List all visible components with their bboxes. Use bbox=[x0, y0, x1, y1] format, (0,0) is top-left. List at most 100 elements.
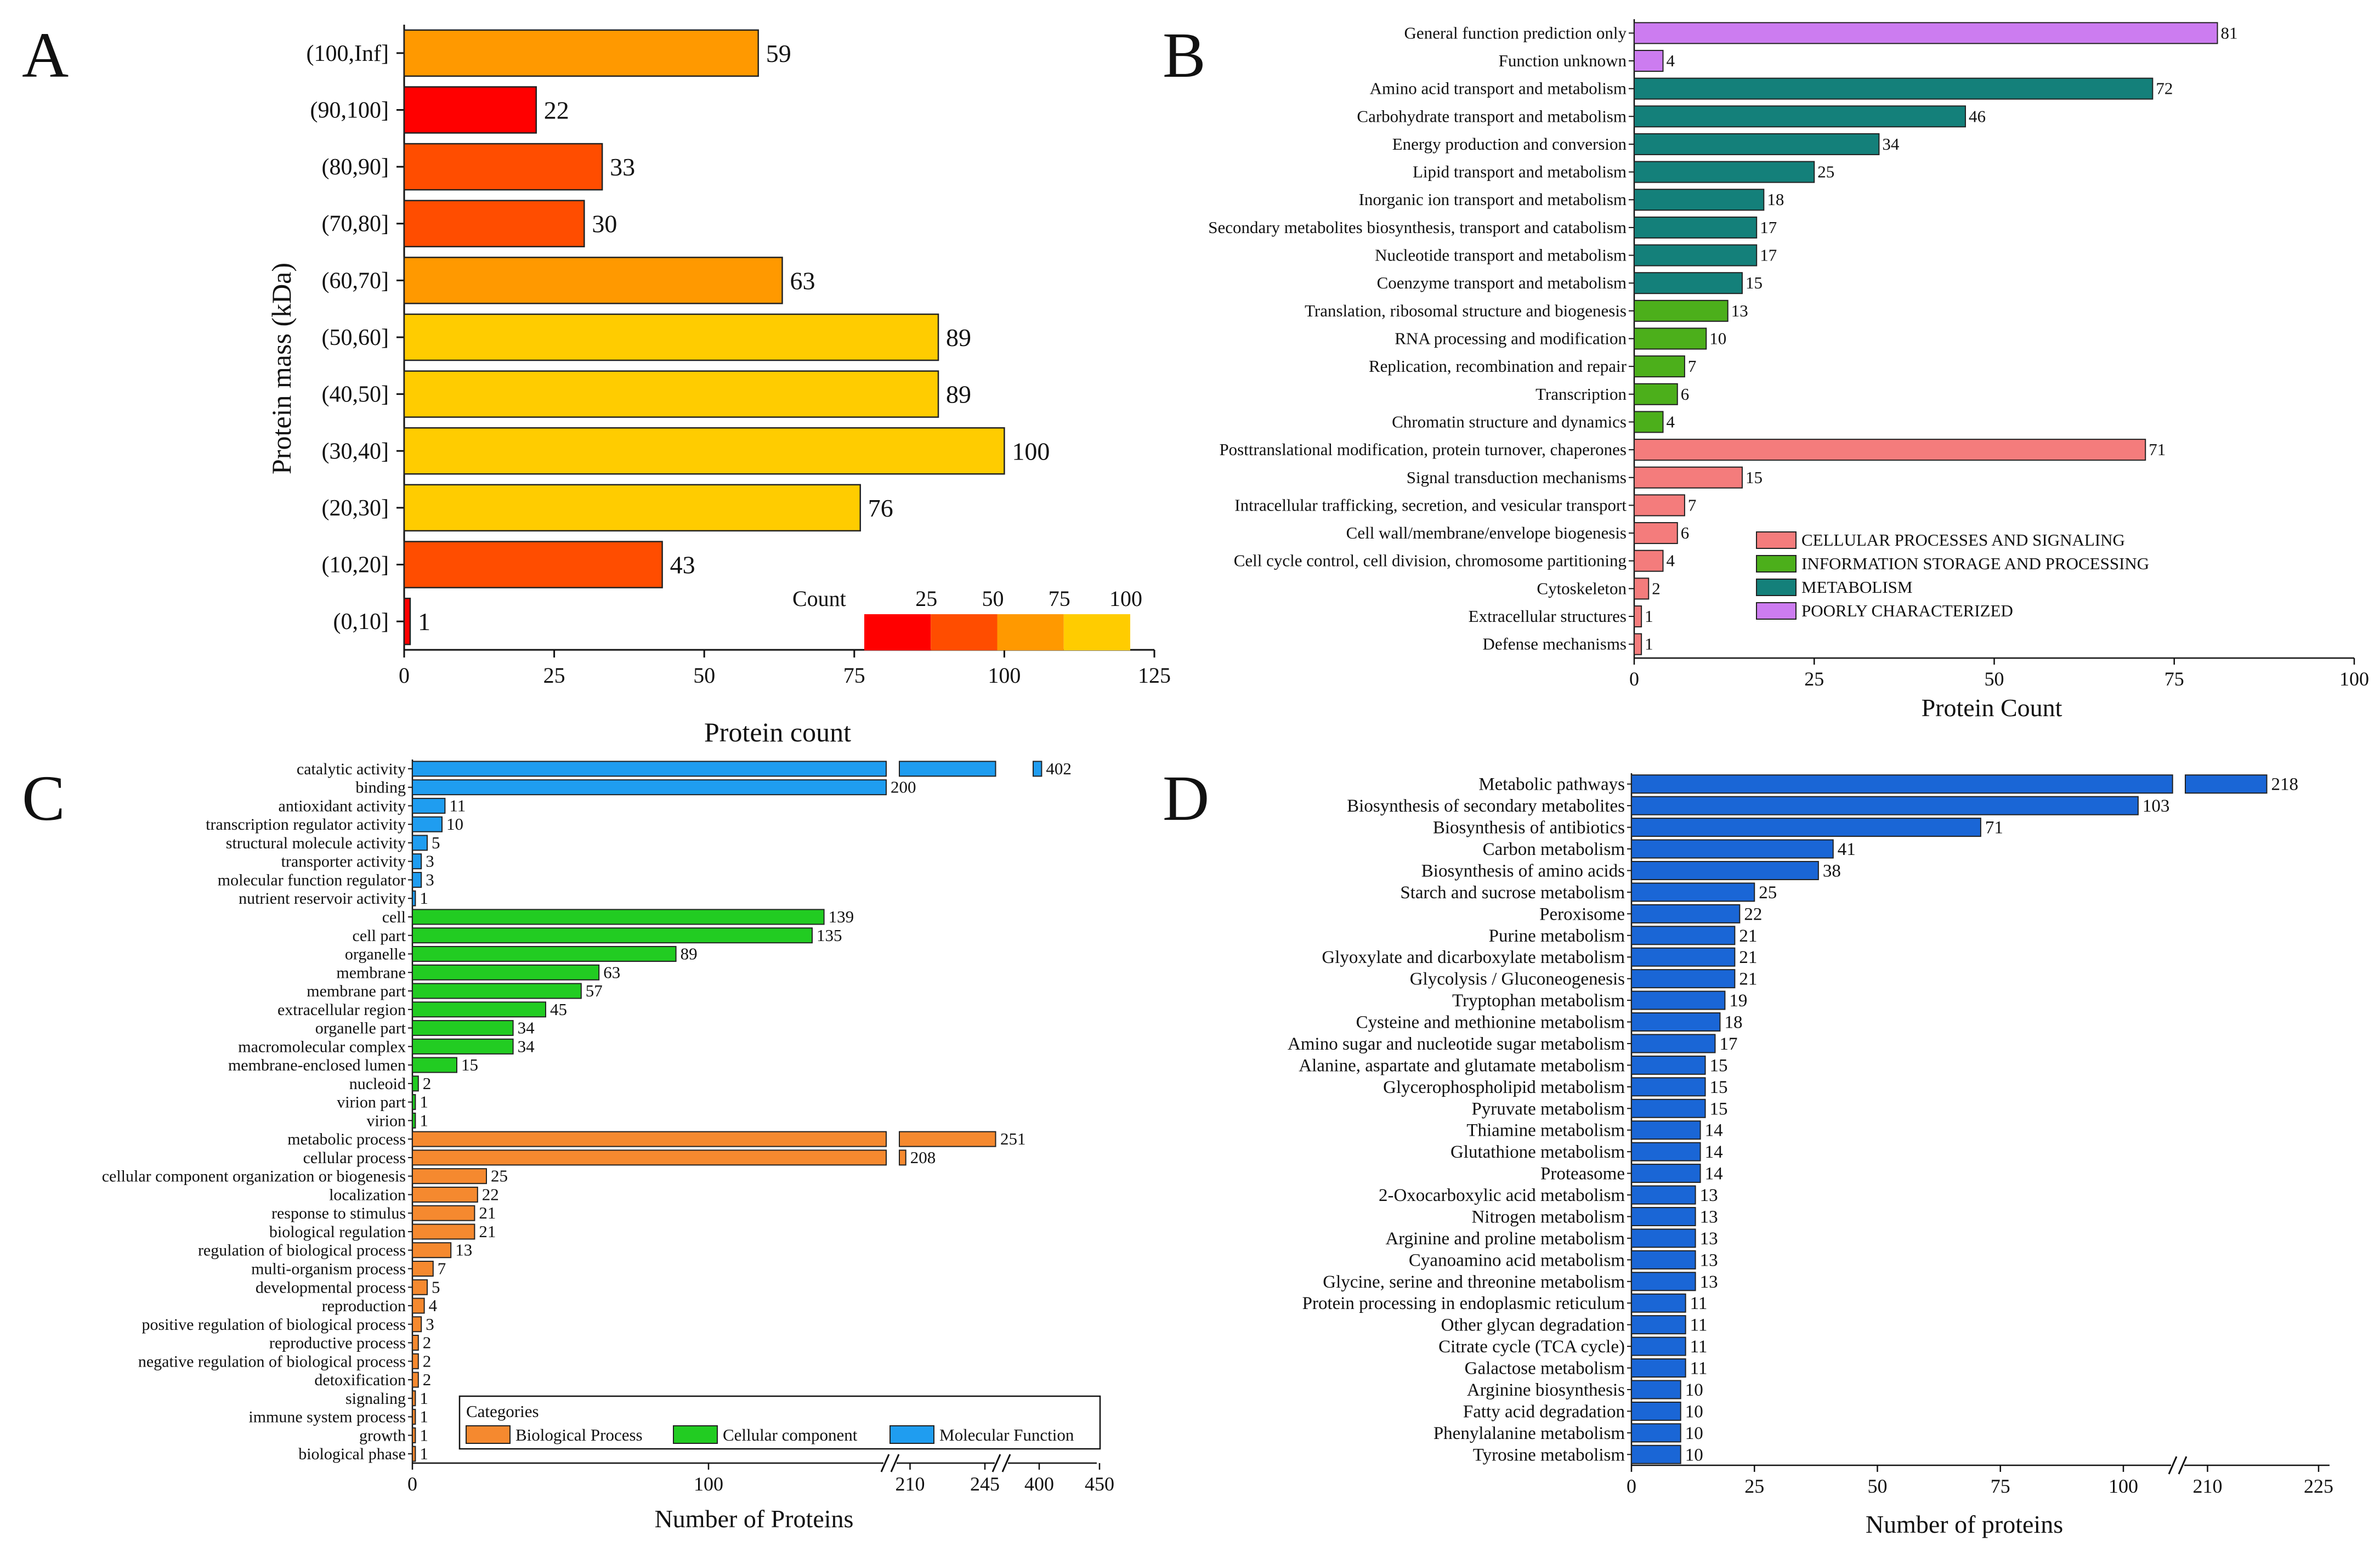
tick-label-a-x-100: 100 bbox=[988, 663, 1021, 688]
tick-label-c-x-450: 450 bbox=[1085, 1473, 1114, 1495]
value-label-a-70-80: 30 bbox=[592, 210, 617, 238]
cat-label-d-thiamine-metabolism: Thiamine metabolism bbox=[1466, 1121, 1625, 1141]
panel-letter-b: B bbox=[1163, 19, 1206, 91]
cat-label-d-amino-sugar-and-nucleotide-sugar-metabolism: Amino sugar and nucleotide sugar metabol… bbox=[1288, 1034, 1625, 1054]
bar-c-membrane-part bbox=[412, 983, 582, 999]
cat-label-d-tyrosine-metabolism: Tyrosine metabolism bbox=[1473, 1445, 1625, 1465]
bar-b-amino-acid-transport-and-metabolism bbox=[1634, 77, 2154, 100]
value-label-c-reproductive-process: 2 bbox=[423, 1333, 432, 1352]
bar-c-virion bbox=[412, 1112, 416, 1129]
cat-label-d-pyruvate-metabolism: Pyruvate metabolism bbox=[1471, 1099, 1625, 1119]
value-label-c-organelle: 89 bbox=[681, 944, 698, 964]
cat-label-d-metabolic-pathways: Metabolic pathways bbox=[1478, 775, 1625, 795]
bar-c-membrane-enclosed-lumen bbox=[412, 1057, 457, 1073]
bar-c-cellular-component-organization-or-biogenesis bbox=[412, 1168, 487, 1185]
cat-label-c-reproductive-process: reproductive process bbox=[269, 1334, 406, 1352]
cat-label-b-translation-ribosomal-structure-and-biogenesis: Translation, ribosomal structure and bio… bbox=[1305, 301, 1627, 320]
axis-c-break-1-slash-right bbox=[890, 1454, 900, 1472]
bar-c-immune-system-process bbox=[412, 1409, 416, 1425]
cat-label-a-30-40: (30,40] bbox=[322, 439, 389, 464]
bar-d-citrate-cycle-tca-cycle bbox=[1631, 1336, 1686, 1356]
value-label-d-arginine-and-proline-metabolism: 13 bbox=[1700, 1229, 1718, 1249]
bar-b-cytoskeleton bbox=[1634, 577, 1650, 600]
value-label-a-80-90: 33 bbox=[610, 153, 635, 181]
bar-a-10-20 bbox=[403, 541, 663, 588]
bar-c-macromolecular-complex bbox=[412, 1038, 514, 1055]
bar-d-tyrosine-metabolism bbox=[1631, 1444, 1681, 1464]
value-label-b-function-unknown: 4 bbox=[1667, 51, 1675, 70]
legend-b-label-information-storage-and-processing: INFORMATION STORAGE AND PROCESSING bbox=[1801, 554, 2149, 573]
cat-label-c-developmental-process: developmental process bbox=[256, 1278, 406, 1296]
cat-label-b-energy-production-and-conversion: Energy production and conversion bbox=[1392, 134, 1627, 154]
bar-d-cyanoamino-acid-metabolism bbox=[1631, 1250, 1696, 1270]
cat-label-d-glycolysis-gluconeogenesis: Glycolysis / Gluconeogenesis bbox=[1410, 970, 1625, 989]
bar-c-cell-part bbox=[412, 927, 813, 944]
value-label-d-glutathione-metabolism: 14 bbox=[1705, 1142, 1723, 1162]
bar-c-metabolic-process bbox=[412, 1131, 887, 1147]
bar-c-transcription-regulator-activity bbox=[412, 816, 443, 832]
value-label-d-phenylalanine-metabolism: 10 bbox=[1685, 1424, 1703, 1443]
bar-d-nitrogen-metabolism bbox=[1631, 1206, 1696, 1226]
cat-label-b-signal-transduction-mechanisms: Signal transduction mechanisms bbox=[1407, 468, 1627, 487]
bar-b-carbohydrate-transport-and-metabolism bbox=[1634, 105, 1966, 128]
value-label-c-localization: 22 bbox=[482, 1185, 499, 1204]
value-label-d-tryptophan-metabolism: 19 bbox=[1729, 991, 1747, 1011]
value-label-d-metabolic-pathways: 218 bbox=[2271, 775, 2299, 795]
cat-label-c-virion: virion bbox=[366, 1112, 406, 1130]
bar-d-biosynthesis-of-antibiotics bbox=[1631, 818, 1981, 837]
bar-b-chromatin-structure-and-dynamics bbox=[1634, 411, 1664, 433]
value-label-a-30-40: 100 bbox=[1012, 437, 1050, 465]
cat-label-c-growth: growth bbox=[359, 1426, 406, 1444]
bar-d-glycerophospholipid-metabolism bbox=[1631, 1077, 1706, 1097]
value-label-a-90-100: 22 bbox=[544, 96, 569, 124]
value-label-b-lipid-transport-and-metabolism: 25 bbox=[1817, 162, 1834, 182]
bar-c-molecular-function-regulator bbox=[412, 871, 422, 888]
value-label-d-peroxisome: 22 bbox=[1744, 904, 1762, 924]
bar-d-amino-sugar-and-nucleotide-sugar-metabolism bbox=[1631, 1034, 1716, 1053]
value-label-b-posttranslational-modification-protein-turnover-chaperones: 71 bbox=[2149, 440, 2166, 459]
bar-c-metabolic-process-segment-2 bbox=[899, 1131, 996, 1147]
cat-label-a-90-100: (90,100] bbox=[310, 98, 389, 123]
axis-c-break-2-slash-left bbox=[991, 1454, 1001, 1472]
tick-label-b-x-25: 25 bbox=[1804, 668, 1824, 690]
value-label-c-biological-regulation: 21 bbox=[479, 1222, 496, 1241]
cat-label-d-other-glycan-degradation: Other glycan degradation bbox=[1441, 1316, 1625, 1335]
bar-d-pyruvate-metabolism bbox=[1631, 1098, 1706, 1118]
cat-label-b-nucleotide-transport-and-metabolism: Nucleotide transport and metabolism bbox=[1375, 246, 1627, 265]
bar-d-cysteine-and-methionine-metabolism bbox=[1631, 1012, 1721, 1032]
bar-c-extracellular-region bbox=[412, 1001, 546, 1018]
cat-label-c-biological-phase: biological phase bbox=[298, 1445, 406, 1463]
value-label-c-cell-part: 135 bbox=[817, 926, 842, 945]
cat-label-b-lipid-transport-and-metabolism: Lipid transport and metabolism bbox=[1413, 162, 1627, 182]
cat-label-b-chromatin-structure-and-dynamics: Chromatin structure and dynamics bbox=[1392, 412, 1627, 431]
cat-label-c-biological-regulation: biological regulation bbox=[269, 1223, 406, 1241]
legend-c-swatch-biological-process bbox=[466, 1425, 511, 1444]
value-label-a-20-30: 76 bbox=[868, 494, 893, 522]
value-label-b-inorganic-ion-transport-and-metabolism: 18 bbox=[1767, 190, 1784, 209]
cat-label-b-extracellular-structures: Extracellular structures bbox=[1469, 607, 1627, 626]
bar-d-carbon-metabolism bbox=[1631, 839, 1834, 859]
value-label-d-tyrosine-metabolism: 10 bbox=[1685, 1445, 1703, 1465]
bar-c-cellular-process bbox=[412, 1149, 887, 1166]
cat-label-c-antioxidant-activity: antioxidant activity bbox=[279, 797, 406, 815]
value-label-b-rna-processing-and-modification: 10 bbox=[1709, 329, 1726, 348]
bar-d-thiamine-metabolism bbox=[1631, 1120, 1701, 1140]
value-label-d-purine-metabolism: 21 bbox=[1739, 926, 1757, 946]
bar-b-inorganic-ion-transport-and-metabolism bbox=[1634, 189, 1765, 211]
axis-c-break-2-slash-right bbox=[1001, 1454, 1011, 1472]
tick-label-d-x-225: 225 bbox=[2304, 1475, 2333, 1497]
value-label-b-transcription: 6 bbox=[1681, 384, 1690, 404]
bar-b-defense-mechanisms bbox=[1634, 633, 1642, 655]
tick-label-d-x-210: 210 bbox=[2193, 1475, 2223, 1497]
tick-label-b-x-0: 0 bbox=[1629, 668, 1639, 690]
value-label-a-50-60: 89 bbox=[946, 324, 971, 352]
bar-a-90-100 bbox=[403, 86, 537, 134]
bar-c-catalytic-activity-segment-3 bbox=[1033, 761, 1042, 777]
bar-b-function-unknown bbox=[1634, 49, 1664, 72]
value-label-c-virion-part: 1 bbox=[420, 1092, 428, 1112]
tick-label-c-x-0: 0 bbox=[407, 1473, 417, 1495]
value-label-c-negative-regulation-of-biological-process: 2 bbox=[423, 1351, 432, 1370]
tick-label-b-x-50: 50 bbox=[1985, 668, 2004, 690]
bar-b-posttranslational-modification-protein-turnover-chaperones bbox=[1634, 439, 2146, 461]
